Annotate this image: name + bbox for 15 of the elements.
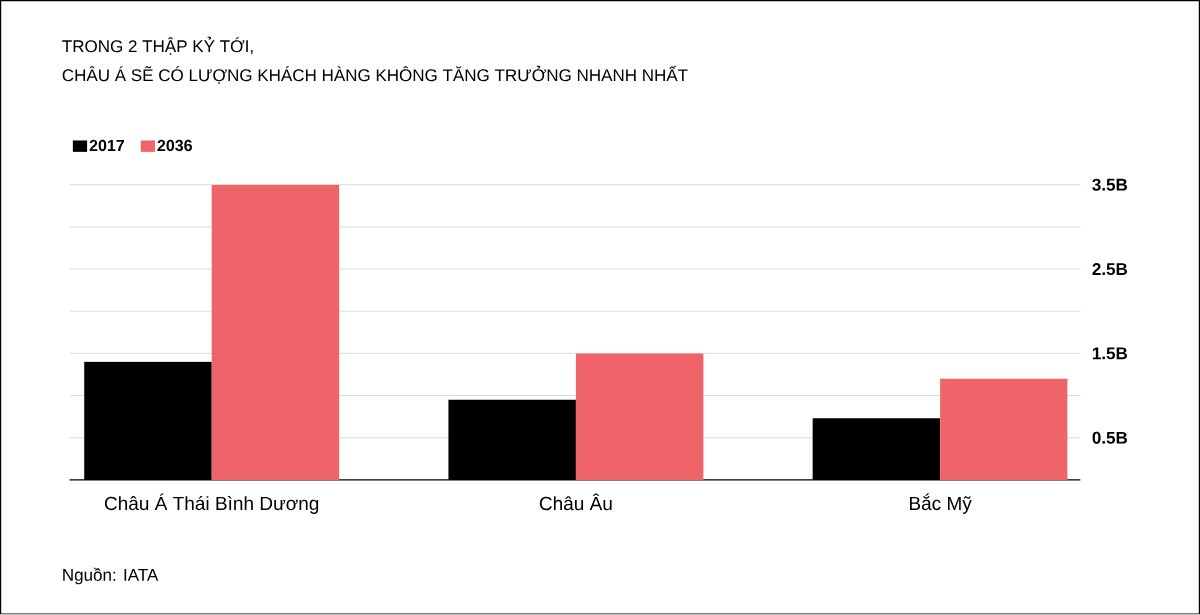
x-tick-label: Bắc Mỹ	[909, 493, 972, 515]
y-tick-label: 0.5B	[1092, 431, 1128, 444]
chart-title: TRONG 2 THẬP KỶ TỚI,	[62, 37, 253, 55]
bar	[940, 378, 1068, 481]
x-tick-label: Châu Âu	[539, 493, 612, 511]
y-tick-label: 2.5B	[1092, 263, 1128, 276]
text: Nguồn: IATA	[63, 567, 159, 585]
chart-subtitle: CHÂU Á SẼ CÓ LƯỢNG KHÁCH HÀNG KHÔNG TĂNG TRƯỞNG NHANH NHẤT	[62, 66, 688, 84]
y-tick-label: 3.5B	[1092, 178, 1128, 191]
legend-label: 2017	[89, 140, 124, 152]
bar	[211, 184, 340, 481]
x-tick-label: Châu Á Thái Bình Dương	[104, 493, 319, 515]
bar	[575, 353, 704, 481]
y-tick-label: 1.5B	[1092, 347, 1128, 360]
legend-label: 2036	[157, 140, 192, 152]
